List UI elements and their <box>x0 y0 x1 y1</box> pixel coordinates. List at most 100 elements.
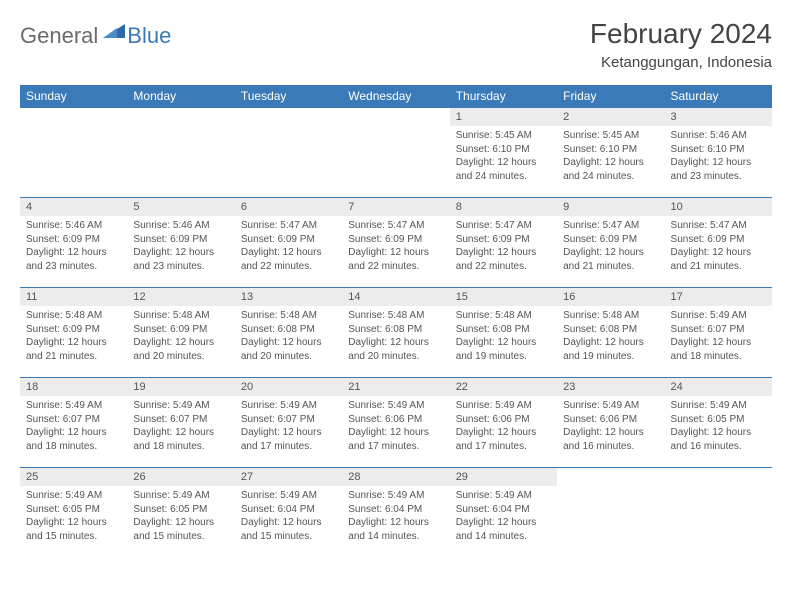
day-number: 19 <box>127 378 234 396</box>
day-data: Sunrise: 5:47 AMSunset: 6:09 PMDaylight:… <box>450 216 557 279</box>
day-number: 15 <box>450 288 557 306</box>
sunrise-text: Sunrise: 5:49 AM <box>241 489 336 503</box>
month-year-title: February 2024 <box>590 18 772 50</box>
day-number: 7 <box>342 198 449 216</box>
day-data: Sunrise: 5:49 AMSunset: 6:05 PMDaylight:… <box>20 486 127 549</box>
day-data: Sunrise: 5:49 AMSunset: 6:04 PMDaylight:… <box>235 486 342 549</box>
daylight-text: Daylight: 12 hours and 20 minutes. <box>133 336 228 363</box>
day-number: 10 <box>665 198 772 216</box>
brand-triangle-icon <box>103 22 125 43</box>
sunset-text: Sunset: 6:07 PM <box>671 323 766 337</box>
daylight-text: Daylight: 12 hours and 14 minutes. <box>348 516 443 543</box>
day-data: Sunrise: 5:46 AMSunset: 6:10 PMDaylight:… <box>665 126 772 189</box>
daylight-text: Daylight: 12 hours and 19 minutes. <box>456 336 551 363</box>
sunset-text: Sunset: 6:09 PM <box>26 233 121 247</box>
day-number: 27 <box>235 468 342 486</box>
day-data: Sunrise: 5:49 AMSunset: 6:06 PMDaylight:… <box>342 396 449 459</box>
day-number: 24 <box>665 378 772 396</box>
calendar-cell <box>127 108 234 198</box>
sunset-text: Sunset: 6:05 PM <box>26 503 121 517</box>
day-number: 23 <box>557 378 664 396</box>
sunrise-text: Sunrise: 5:48 AM <box>241 309 336 323</box>
calendar-cell: 22Sunrise: 5:49 AMSunset: 6:06 PMDayligh… <box>450 378 557 468</box>
sunset-text: Sunset: 6:09 PM <box>241 233 336 247</box>
day-data: Sunrise: 5:48 AMSunset: 6:08 PMDaylight:… <box>557 306 664 369</box>
title-block: February 2024 Ketanggungan, Indonesia <box>590 18 772 73</box>
calendar-cell: 26Sunrise: 5:49 AMSunset: 6:05 PMDayligh… <box>127 468 234 558</box>
sunrise-text: Sunrise: 5:49 AM <box>133 399 228 413</box>
sunrise-text: Sunrise: 5:46 AM <box>671 129 766 143</box>
sunset-text: Sunset: 6:08 PM <box>348 323 443 337</box>
dayname-saturday: Saturday <box>665 85 772 108</box>
calendar-cell: 12Sunrise: 5:48 AMSunset: 6:09 PMDayligh… <box>127 288 234 378</box>
location-text: Ketanggungan, Indonesia <box>590 54 772 71</box>
daylight-text: Daylight: 12 hours and 22 minutes. <box>241 246 336 273</box>
dayname-header-row: Sunday Monday Tuesday Wednesday Thursday… <box>20 85 772 108</box>
calendar-cell: 20Sunrise: 5:49 AMSunset: 6:07 PMDayligh… <box>235 378 342 468</box>
day-data: Sunrise: 5:49 AMSunset: 6:05 PMDaylight:… <box>127 486 234 549</box>
calendar-cell: 17Sunrise: 5:49 AMSunset: 6:07 PMDayligh… <box>665 288 772 378</box>
day-data: Sunrise: 5:45 AMSunset: 6:10 PMDaylight:… <box>450 126 557 189</box>
brand-text-general: General <box>20 23 98 49</box>
day-data: Sunrise: 5:49 AMSunset: 6:07 PMDaylight:… <box>20 396 127 459</box>
sunset-text: Sunset: 6:07 PM <box>26 413 121 427</box>
sunset-text: Sunset: 6:08 PM <box>563 323 658 337</box>
daylight-text: Daylight: 12 hours and 20 minutes. <box>348 336 443 363</box>
daylight-text: Daylight: 12 hours and 18 minutes. <box>671 336 766 363</box>
sunset-text: Sunset: 6:10 PM <box>563 143 658 157</box>
day-data: Sunrise: 5:47 AMSunset: 6:09 PMDaylight:… <box>342 216 449 279</box>
calendar-cell: 14Sunrise: 5:48 AMSunset: 6:08 PMDayligh… <box>342 288 449 378</box>
day-data: Sunrise: 5:49 AMSunset: 6:07 PMDaylight:… <box>235 396 342 459</box>
calendar-cell <box>20 108 127 198</box>
calendar-cell <box>342 108 449 198</box>
calendar-cell: 19Sunrise: 5:49 AMSunset: 6:07 PMDayligh… <box>127 378 234 468</box>
sunrise-text: Sunrise: 5:49 AM <box>563 399 658 413</box>
day-number: 16 <box>557 288 664 306</box>
day-number: 29 <box>450 468 557 486</box>
sunset-text: Sunset: 6:07 PM <box>241 413 336 427</box>
sunrise-text: Sunrise: 5:48 AM <box>26 309 121 323</box>
sunset-text: Sunset: 6:07 PM <box>133 413 228 427</box>
daylight-text: Daylight: 12 hours and 21 minutes. <box>671 246 766 273</box>
sunrise-text: Sunrise: 5:47 AM <box>241 219 336 233</box>
sunset-text: Sunset: 6:08 PM <box>456 323 551 337</box>
daylight-text: Daylight: 12 hours and 17 minutes. <box>348 426 443 453</box>
calendar-cell <box>665 468 772 558</box>
daylight-text: Daylight: 12 hours and 19 minutes. <box>563 336 658 363</box>
calendar-cell: 18Sunrise: 5:49 AMSunset: 6:07 PMDayligh… <box>20 378 127 468</box>
sunrise-text: Sunrise: 5:49 AM <box>348 489 443 503</box>
daylight-text: Daylight: 12 hours and 15 minutes. <box>241 516 336 543</box>
sunset-text: Sunset: 6:06 PM <box>348 413 443 427</box>
calendar-cell: 29Sunrise: 5:49 AMSunset: 6:04 PMDayligh… <box>450 468 557 558</box>
dayname-thursday: Thursday <box>450 85 557 108</box>
dayname-tuesday: Tuesday <box>235 85 342 108</box>
day-number: 21 <box>342 378 449 396</box>
brand-text-blue: Blue <box>127 23 171 49</box>
daylight-text: Daylight: 12 hours and 16 minutes. <box>563 426 658 453</box>
day-data: Sunrise: 5:49 AMSunset: 6:04 PMDaylight:… <box>450 486 557 549</box>
daylight-text: Daylight: 12 hours and 23 minutes. <box>133 246 228 273</box>
sunset-text: Sunset: 6:10 PM <box>671 143 766 157</box>
day-data: Sunrise: 5:49 AMSunset: 6:07 PMDaylight:… <box>127 396 234 459</box>
day-data: Sunrise: 5:46 AMSunset: 6:09 PMDaylight:… <box>20 216 127 279</box>
day-data: Sunrise: 5:47 AMSunset: 6:09 PMDaylight:… <box>557 216 664 279</box>
sunrise-text: Sunrise: 5:49 AM <box>671 309 766 323</box>
sunset-text: Sunset: 6:04 PM <box>241 503 336 517</box>
calendar-cell <box>235 108 342 198</box>
sunset-text: Sunset: 6:09 PM <box>456 233 551 247</box>
day-number: 20 <box>235 378 342 396</box>
day-number: 6 <box>235 198 342 216</box>
brand-logo: General Blue <box>20 22 171 49</box>
calendar-cell: 21Sunrise: 5:49 AMSunset: 6:06 PMDayligh… <box>342 378 449 468</box>
sunset-text: Sunset: 6:05 PM <box>671 413 766 427</box>
calendar-cell: 25Sunrise: 5:49 AMSunset: 6:05 PMDayligh… <box>20 468 127 558</box>
sunrise-text: Sunrise: 5:48 AM <box>563 309 658 323</box>
day-data: Sunrise: 5:46 AMSunset: 6:09 PMDaylight:… <box>127 216 234 279</box>
calendar-cell: 5Sunrise: 5:46 AMSunset: 6:09 PMDaylight… <box>127 198 234 288</box>
calendar-cell: 8Sunrise: 5:47 AMSunset: 6:09 PMDaylight… <box>450 198 557 288</box>
day-number: 13 <box>235 288 342 306</box>
sunset-text: Sunset: 6:09 PM <box>563 233 658 247</box>
sunrise-text: Sunrise: 5:47 AM <box>456 219 551 233</box>
calendar-cell: 13Sunrise: 5:48 AMSunset: 6:08 PMDayligh… <box>235 288 342 378</box>
daylight-text: Daylight: 12 hours and 23 minutes. <box>26 246 121 273</box>
